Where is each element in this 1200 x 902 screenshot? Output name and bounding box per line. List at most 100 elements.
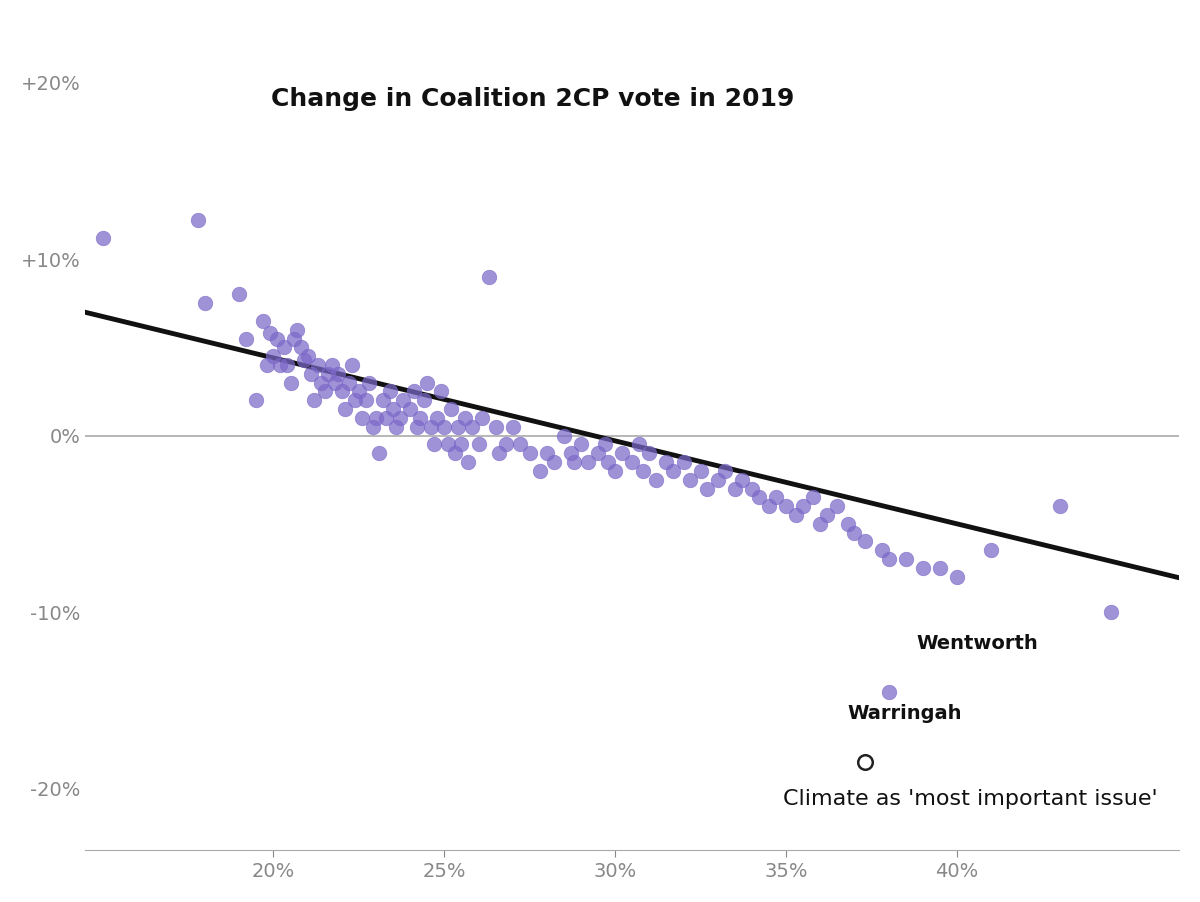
Point xyxy=(880,552,899,566)
Point xyxy=(353,410,372,425)
Point xyxy=(571,437,590,452)
Point xyxy=(948,569,967,584)
Point xyxy=(640,446,659,460)
Point xyxy=(595,437,614,452)
Point xyxy=(236,331,256,345)
Point xyxy=(277,358,296,373)
Point xyxy=(271,358,290,373)
Point xyxy=(386,419,406,434)
Point xyxy=(294,353,313,367)
Point xyxy=(407,419,426,434)
Point xyxy=(732,473,751,487)
Point xyxy=(787,508,806,522)
Point xyxy=(544,455,563,469)
Point xyxy=(473,410,492,425)
Point xyxy=(623,455,642,469)
Point xyxy=(776,499,796,513)
Point xyxy=(431,384,450,399)
Point xyxy=(479,270,498,284)
Point xyxy=(340,375,359,390)
Point xyxy=(565,455,584,469)
Point xyxy=(760,499,779,513)
Point xyxy=(588,446,607,460)
Point xyxy=(332,384,352,399)
Point xyxy=(404,384,424,399)
Point xyxy=(428,410,448,425)
Point xyxy=(188,213,208,227)
Point xyxy=(322,358,341,373)
Point xyxy=(346,393,365,408)
Point xyxy=(749,490,768,504)
Point xyxy=(449,419,468,434)
Point xyxy=(274,340,293,354)
Point xyxy=(612,446,631,460)
Point xyxy=(434,419,454,434)
Point xyxy=(308,358,328,373)
Point xyxy=(691,464,710,478)
Point xyxy=(647,473,666,487)
Point xyxy=(599,455,618,469)
Point xyxy=(674,455,694,469)
Point xyxy=(268,331,287,345)
Point xyxy=(856,534,875,548)
Point xyxy=(414,393,433,408)
Point xyxy=(930,561,949,575)
Point xyxy=(530,464,550,478)
Point xyxy=(349,384,368,399)
Point xyxy=(630,437,649,452)
Point xyxy=(856,755,875,769)
Point xyxy=(767,490,786,504)
Point xyxy=(872,543,892,557)
Point xyxy=(360,375,379,390)
Point xyxy=(743,482,762,496)
Point xyxy=(394,393,413,408)
Point xyxy=(284,331,304,345)
Point xyxy=(247,393,266,408)
Point xyxy=(384,402,403,417)
Point xyxy=(828,499,847,513)
Text: Change in Coalition 2CP vote in 2019: Change in Coalition 2CP vote in 2019 xyxy=(271,87,794,111)
Point xyxy=(401,402,420,417)
Point xyxy=(438,437,457,452)
Point xyxy=(366,410,385,425)
Point xyxy=(362,419,382,434)
Point xyxy=(316,384,335,399)
Point xyxy=(92,231,112,245)
Point xyxy=(708,473,727,487)
Point xyxy=(715,464,734,478)
Point xyxy=(1102,605,1121,620)
Point xyxy=(896,552,916,566)
Point xyxy=(356,393,376,408)
Point xyxy=(578,455,598,469)
Point xyxy=(606,464,625,478)
Point xyxy=(680,473,700,487)
Point xyxy=(817,508,836,522)
Point xyxy=(982,543,1001,557)
Point xyxy=(342,358,361,373)
Point xyxy=(373,393,392,408)
Point xyxy=(288,323,307,337)
Point xyxy=(229,287,248,301)
Point xyxy=(442,402,461,417)
Point xyxy=(845,526,864,540)
Point xyxy=(538,446,557,460)
Point xyxy=(510,437,529,452)
Point xyxy=(421,419,440,434)
Point xyxy=(838,517,857,531)
Point xyxy=(380,384,400,399)
Point xyxy=(486,419,505,434)
Point xyxy=(445,446,464,460)
Point xyxy=(257,358,276,373)
Point xyxy=(264,349,283,364)
Point xyxy=(497,437,516,452)
Point xyxy=(260,326,280,340)
Point xyxy=(301,366,320,381)
Point xyxy=(370,446,389,460)
Point xyxy=(305,393,324,408)
Point xyxy=(336,402,355,417)
Point xyxy=(325,375,344,390)
Text: Wentworth: Wentworth xyxy=(916,634,1038,653)
Point xyxy=(664,464,683,478)
Point xyxy=(656,455,676,469)
Point xyxy=(253,314,272,328)
